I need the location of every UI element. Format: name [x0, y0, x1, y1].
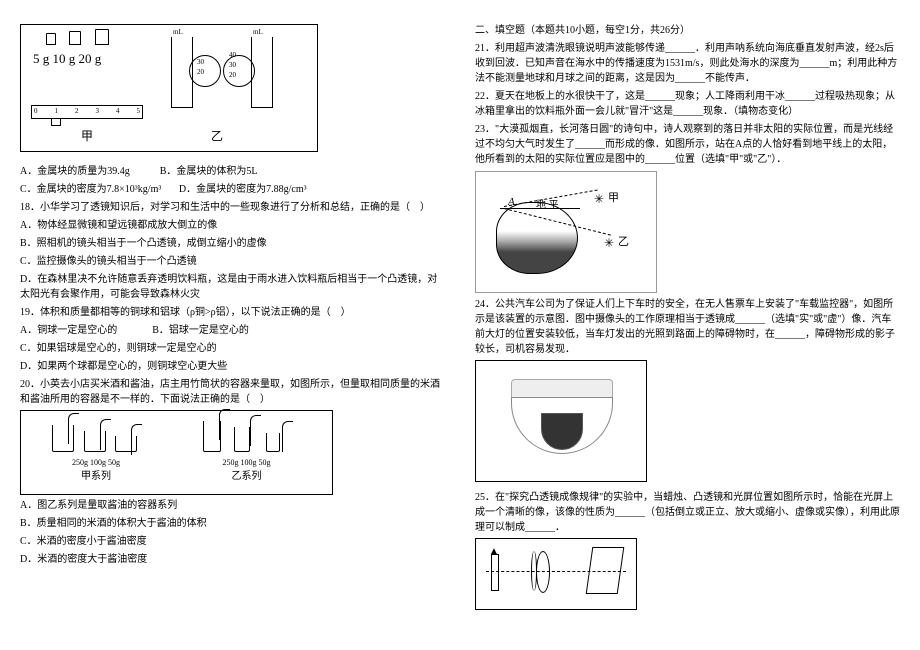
- q19-text: 19．体积和质量都相等的铜球和铝球（ρ铜>ρ铝），以下说法正确的是（ ）: [20, 305, 445, 320]
- q25-text: 25．在"探究凸透镜成像规律"的实验中，当蜡烛、凸透镜和光屏位置如图所示时，恰能…: [475, 490, 900, 535]
- label-yi: 乙: [618, 234, 629, 251]
- ruler-5: 5: [137, 106, 141, 117]
- left-column: 5 g 10 g 20 g 0 1 2 3 4 5 甲 mL 30 20 mL …: [20, 20, 445, 630]
- lens-circle-1: [189, 55, 221, 87]
- figure-lens-setup: ▲: [475, 538, 637, 610]
- star-yi: ✳: [604, 234, 614, 252]
- cyl1-mark-30: 30: [197, 57, 204, 68]
- cyl2-mark-20: 20: [229, 70, 236, 81]
- q19-c: C．如果铝球是空心的，则铜球一定是空心的: [20, 341, 445, 356]
- q19-b: B．铝球一定是空心的: [152, 325, 249, 336]
- cyl1-mark-20: 20: [197, 67, 204, 78]
- cup-1-100-label: 100g: [90, 458, 106, 467]
- q20-d: D．米酒的密度大于酱油密度: [20, 552, 445, 567]
- convex-lens: [536, 551, 550, 593]
- q18-d: D．在森林里决不允许随意丢弃透明饮料瓶，这是由于雨水进入饮料瓶后相当于一个凸透镜…: [20, 272, 445, 302]
- cup-set-2: 250g 100g 50g 乙系列: [178, 417, 316, 488]
- q23-text: 23．"大漠孤烟直，长河落日圆"的诗句中，诗人观察到的落日并非太阳的实际位置，而…: [475, 122, 900, 167]
- q24-text: 24．公共汽车公司为了保证人们上下车时的安全，在无人售票车上安装了"车载监控器"…: [475, 297, 900, 357]
- ruler-2: 2: [75, 106, 79, 117]
- ruler-3: 3: [96, 106, 100, 117]
- cup-1-250: [52, 425, 77, 452]
- figure-cups: 250g 100g 50g 甲系列 250g 100g 50g 乙系列: [20, 410, 333, 495]
- q18-b: B．照相机的镜头相当于一个凸透镜，成倒立缩小的虚像: [20, 236, 445, 251]
- q22-text: 22．夏天在地板上的水很快干了，这是______现象；人工降雨利用干冰_____…: [475, 89, 900, 119]
- weight-small-3: [95, 29, 109, 45]
- cup-set-2-caption: 乙系列: [182, 469, 312, 484]
- cyl1-ml: mL: [173, 27, 183, 38]
- weight-10g: 10 g: [53, 51, 76, 66]
- q21-text: 21．利用超声波清洗眼镜说明声波能够传递______．利用声呐系统向海底垂直发射…: [475, 41, 900, 86]
- cup-1-250-label: 250g: [72, 458, 88, 467]
- cup-set-1: 250g 100g 50g 甲系列: [27, 421, 165, 488]
- cup-set-1-caption: 甲系列: [31, 469, 161, 484]
- cup-2-50: [266, 433, 291, 452]
- q19-a: A．铜球一定是空心的: [20, 325, 117, 336]
- lens-circle-2: [223, 55, 255, 87]
- cup-1-100: [84, 431, 109, 452]
- caption-jia: 甲: [81, 127, 93, 145]
- cyl2-mark-40: 40: [229, 50, 236, 61]
- q20-b: B．质量相同的米酒的体积大于酱油的体积: [20, 516, 445, 531]
- optical-axis: [486, 571, 626, 572]
- ruler: 0 1 2 3 4 5: [31, 105, 143, 119]
- q-choice-a: A．金属块的质量为39.4g: [20, 166, 130, 177]
- caption-yi: 乙: [211, 127, 223, 145]
- cup-2-250: [203, 421, 228, 452]
- section-header: 二、填空题（本题共10小题，每空1分，共26分）: [475, 23, 900, 38]
- q18-text: 18．小华学习了透镜知识后，对学习和生活中的一些现象进行了分析和总结，正确的是（…: [20, 200, 445, 215]
- figure-camera-dome: [475, 360, 647, 482]
- weights-label-row: 5 g 10 g 20 g: [33, 49, 101, 69]
- ruler-1: 1: [55, 106, 59, 117]
- label-jia: 甲: [608, 190, 619, 207]
- weight-small-1: [46, 33, 56, 45]
- star-jia: ✳: [594, 190, 604, 208]
- q20-text: 20．小英去小店买米酒和酱油，店主用竹筒状的容器来量取，如图所示，但量取相同质量…: [20, 377, 445, 407]
- q20-c: C．米酒的密度小于酱油密度: [20, 534, 445, 549]
- figure-sun-horizon: A 地 平 ✳ 甲 ✳ 乙: [475, 171, 657, 293]
- q-choice-b: B．金属块的体积为5L: [160, 166, 258, 177]
- q19-d: D．如果两个球都是空心的，则铜球空心更大些: [20, 359, 445, 374]
- weight-20g: 20 g: [79, 51, 102, 66]
- ruler-4: 4: [116, 106, 120, 117]
- cyl2-mark-30: 30: [229, 60, 236, 71]
- cup-2-100-label: 100g: [241, 458, 257, 467]
- cup-2-100: [234, 427, 259, 452]
- cup-1-50: [115, 436, 140, 452]
- q20-a: A．图乙系列是量取酱油的容器系列: [20, 498, 445, 513]
- weight-small-2: [69, 31, 81, 45]
- candle-body: [491, 554, 499, 591]
- ruler-slider: [51, 119, 61, 126]
- cup-1-50-label: 50g: [108, 458, 120, 467]
- figure-weights-cylinders: 5 g 10 g 20 g 0 1 2 3 4 5 甲 mL 30 20 mL …: [20, 24, 318, 152]
- q18-a: A．物体经显微镜和望远镜都成放大倒立的像: [20, 218, 445, 233]
- label-a: A: [508, 194, 515, 211]
- weight-5g: 5 g: [33, 51, 49, 66]
- q18-c: C．监控摄像头的镜头相当于一个凸透镜: [20, 254, 445, 269]
- ruler-0: 0: [34, 106, 38, 117]
- cup-2-50-label: 50g: [259, 458, 271, 467]
- cyl2-ml: mL: [253, 27, 263, 38]
- q-choice-c: C．金属块的密度为7.8×10³kg/m³: [20, 184, 161, 195]
- cup-2-250-label: 250g: [223, 458, 239, 467]
- q-choice-d: D．金属块的密度为7.88g/cm³: [179, 184, 307, 195]
- right-column: 二、填空题（本题共10小题，每空1分，共26分） 21．利用超声波清洗眼镜说明声…: [475, 20, 900, 630]
